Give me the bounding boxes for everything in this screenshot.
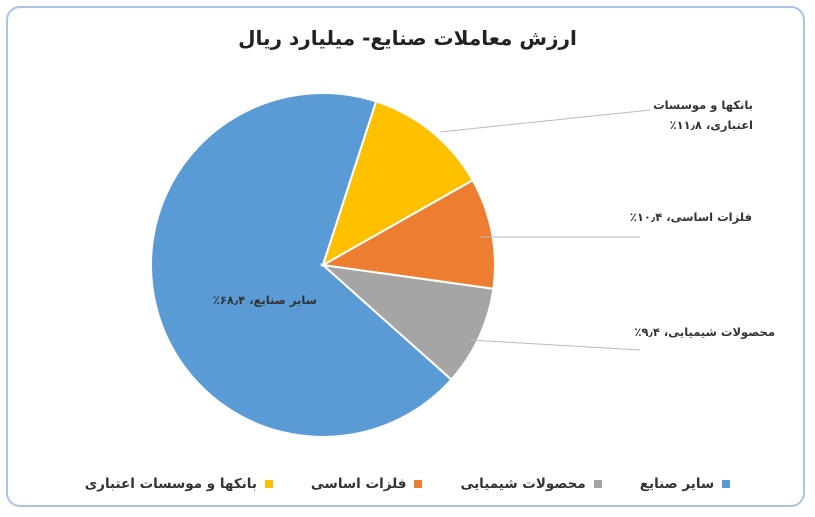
pie-slice: [319, 178, 496, 290]
data-label: سایر صنایع، ۶۸٫۴٪: [212, 293, 317, 307]
data-label: فلزات اساسی، ۱۰٫۴٪: [629, 210, 752, 224]
pie-slice: [319, 263, 495, 381]
legend-label: فلزات اساسی: [310, 476, 407, 492]
pie-slice: [321, 100, 475, 268]
pie-slice: [150, 92, 453, 438]
data-label: محصولات شیمیایی، ۹٫۴٪: [634, 325, 776, 339]
legend-swatch: [264, 480, 273, 488]
legend-swatch: [722, 480, 731, 488]
legend-label: محصولات شیمیایی: [460, 476, 586, 492]
data-label: بانکها و موسسات اعتباری، ۱۱٫۸٪: [653, 98, 753, 132]
legend-item: سایر صنایع: [639, 476, 731, 492]
legend-item: بانکها و موسسات اعتباری: [85, 476, 273, 492]
legend-label: سایر صنایع: [639, 476, 715, 492]
leader-line: [439, 109, 651, 133]
legend-item: محصولات شیمیایی: [460, 476, 602, 492]
chart-frame: [6, 6, 805, 507]
leader-line: [469, 339, 641, 351]
legend-swatch: [593, 480, 602, 488]
legend-swatch: [414, 480, 423, 488]
chart-title: ارزش معاملات صنایع- میلیارد ریال: [238, 26, 577, 50]
legend: سایر صنایع محصولات شیمیایی فلزات اساسی بانک…: [0, 476, 815, 492]
legend-item: فلزات اساسی: [311, 476, 423, 492]
legend-label: بانکها و موسسات اعتباری: [84, 476, 257, 492]
